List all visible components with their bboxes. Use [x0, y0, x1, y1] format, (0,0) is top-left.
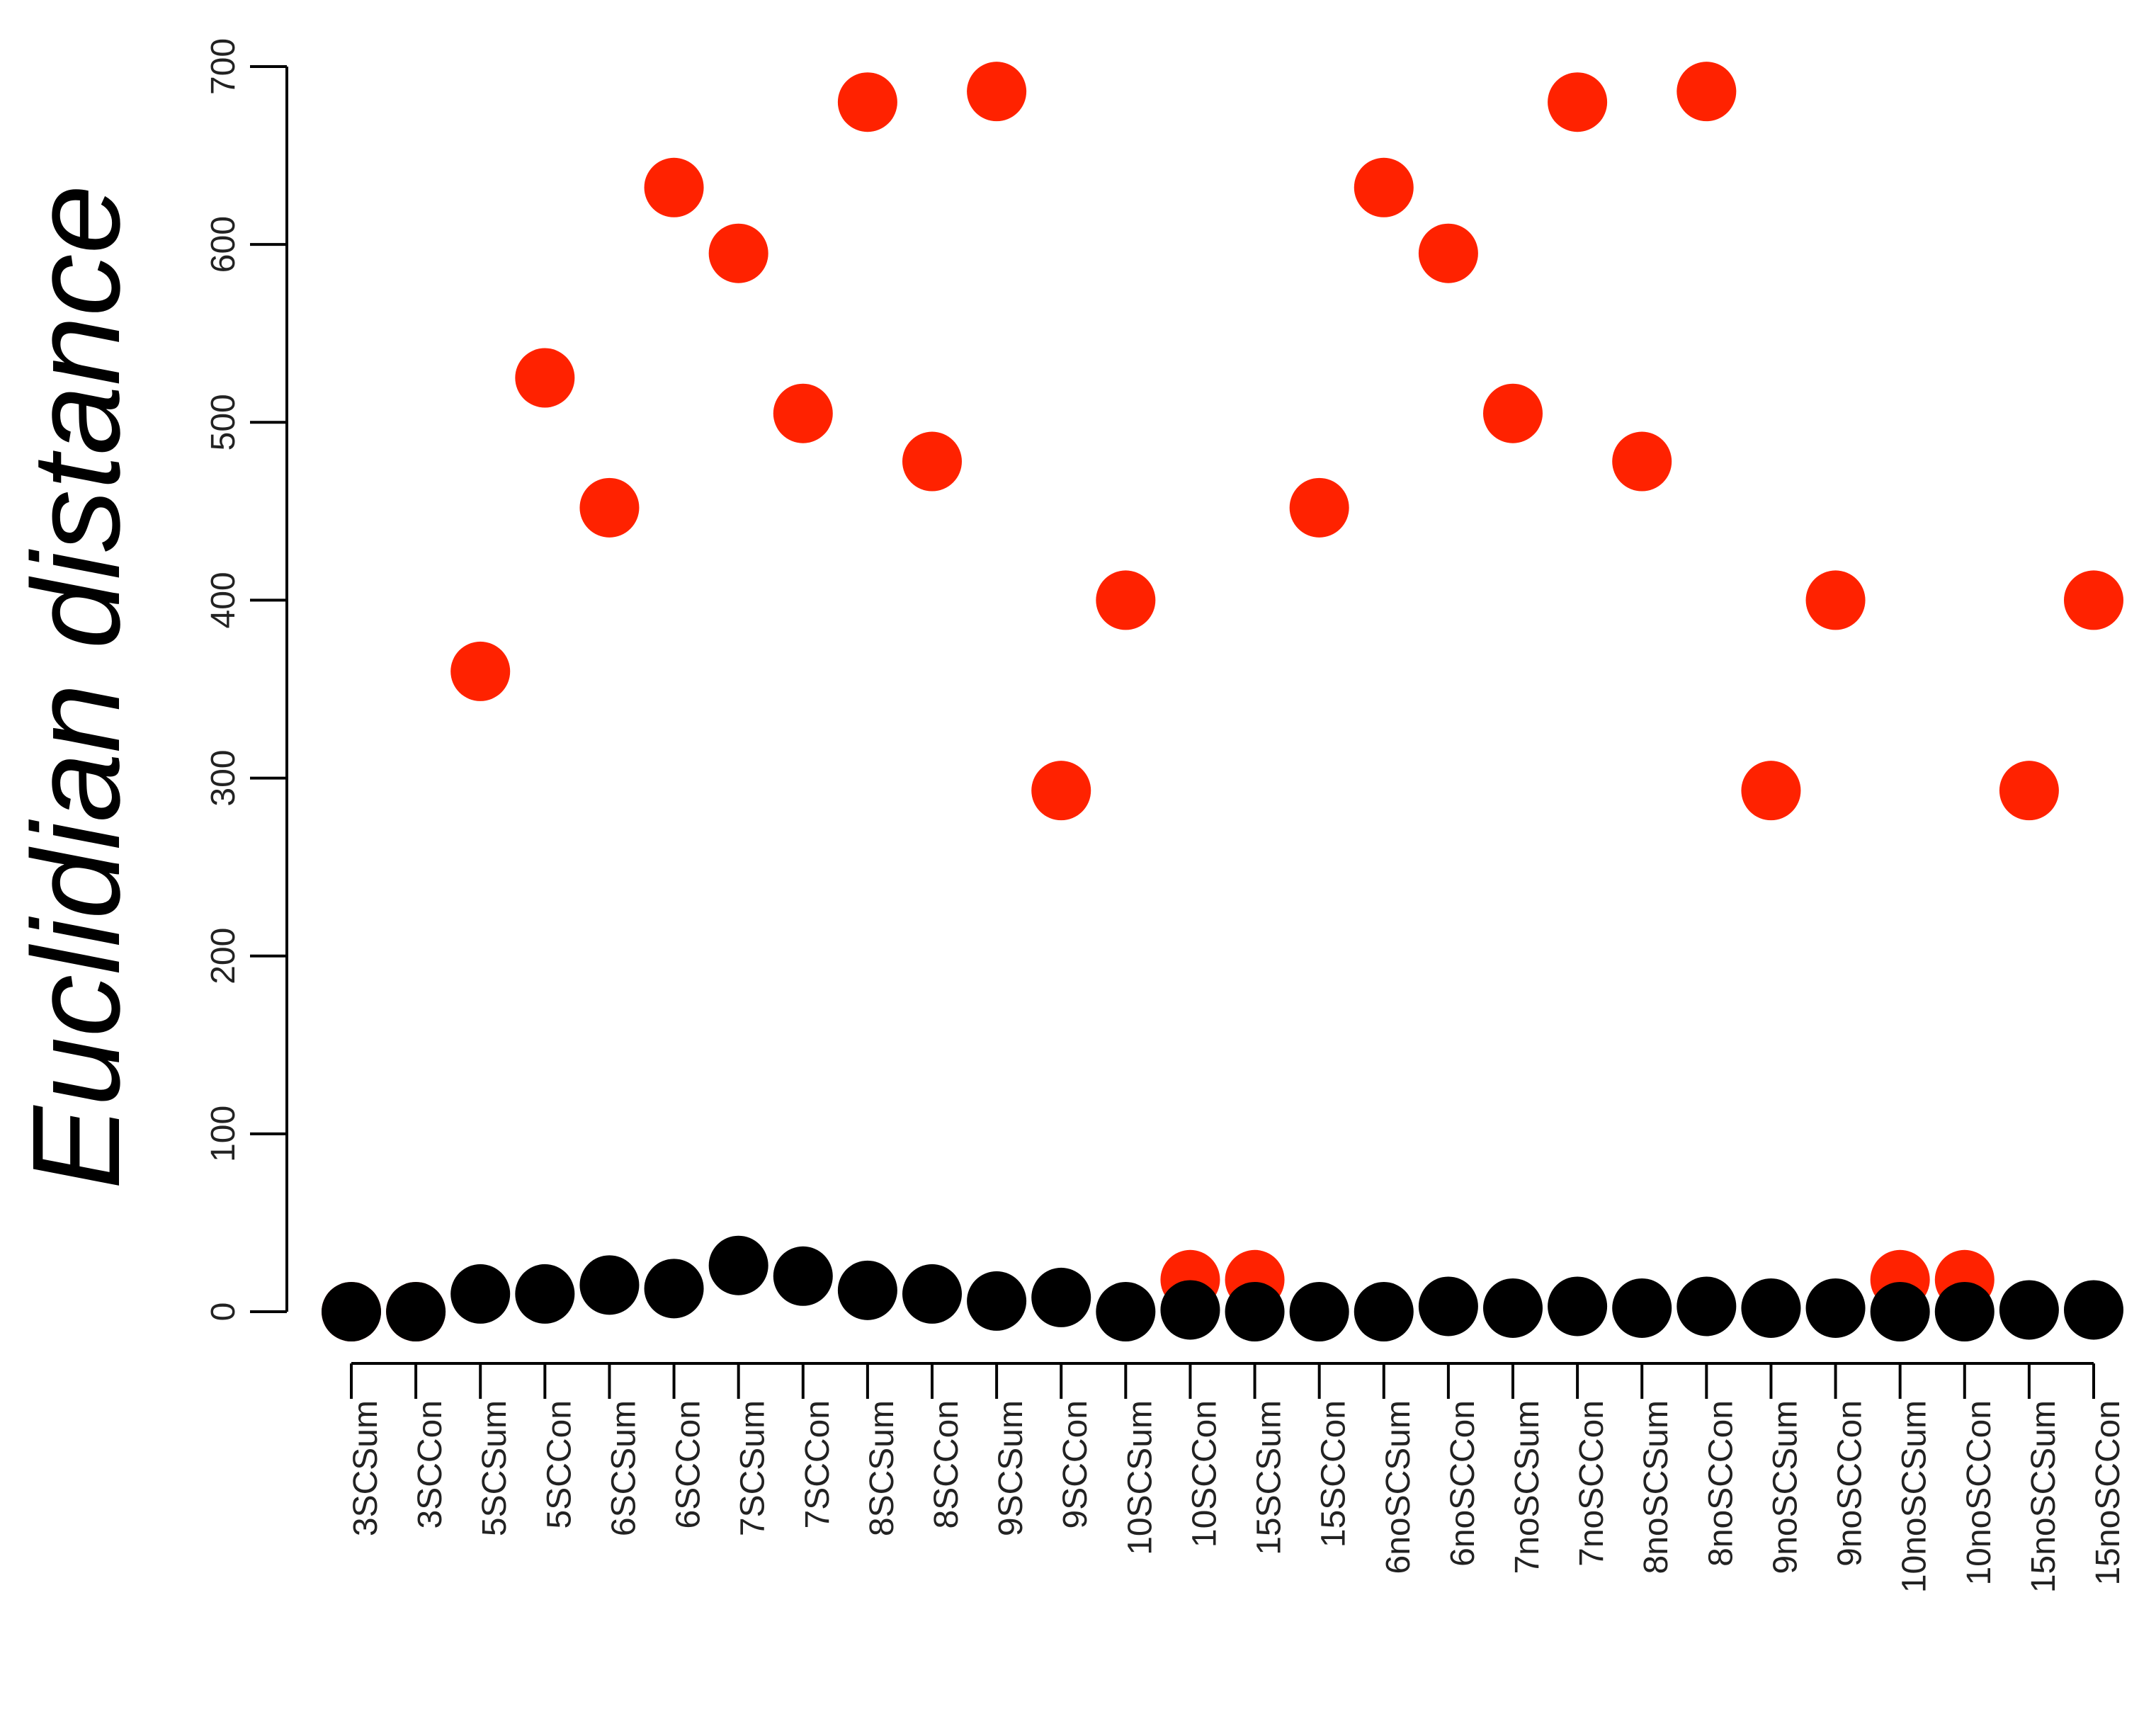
red-point-9noSCSum	[1741, 761, 1801, 821]
red-point-6noSCSum	[1354, 157, 1414, 217]
black-point-10noSCCon	[1934, 1282, 1995, 1341]
red-point-10SCSum	[1096, 570, 1156, 630]
x-tick-label: 6noSCCon	[1444, 1400, 1482, 1567]
black-point-3SCSum	[322, 1282, 381, 1341]
x-tick-label: 8SCCon	[928, 1400, 965, 1528]
x-tick-label: 9noSCCon	[1832, 1400, 1869, 1567]
red-point-9SCSum	[967, 62, 1027, 122]
black-point-6noSCSum	[1354, 1282, 1414, 1341]
black-point-10noSCSum	[1870, 1282, 1930, 1341]
y-axis-label: Euclidian distance	[7, 185, 146, 1190]
x-tick-label: 7noSCCon	[1573, 1400, 1611, 1567]
y-tick-label: 300	[205, 750, 242, 807]
black-point-7SCSum	[708, 1235, 768, 1295]
black-point-8SCSum	[837, 1260, 897, 1320]
red-point-9noSCCon	[1805, 570, 1866, 630]
black-point-10SCCon	[1160, 1280, 1220, 1340]
x-tick-label: 10SCCon	[1186, 1400, 1223, 1548]
x-tick-label: 15noSCSum	[2025, 1400, 2063, 1593]
x-tick-label: 9SCSum	[992, 1400, 1030, 1536]
x-tick-label: 3SCSum	[347, 1400, 385, 1536]
black-point-8noSCCon	[1676, 1276, 1737, 1336]
black-point-10SCSum	[1096, 1282, 1156, 1341]
x-tick-label: 10noSCSum	[1896, 1400, 1934, 1593]
y-tick-label: 0	[205, 1302, 242, 1322]
x-tick-label: 9SCCon	[1057, 1400, 1094, 1528]
red-point-7SCSum	[708, 223, 768, 283]
red-series	[322, 62, 2123, 1341]
red-point-7noSCCon	[1548, 72, 1608, 132]
black-point-15SCSum	[1225, 1282, 1285, 1341]
x-tick-label: 8noSCSum	[1638, 1400, 1675, 1574]
red-point-7noSCSum	[1483, 383, 1543, 443]
x-tick-label: 5SCSum	[476, 1400, 514, 1536]
black-point-6SCSum	[579, 1255, 640, 1315]
black-point-15noSCCon	[2064, 1280, 2123, 1340]
black-point-6noSCCon	[1418, 1276, 1478, 1336]
x-tick-label: 9noSCSum	[1766, 1400, 1804, 1574]
red-point-6noSCCon	[1418, 223, 1478, 283]
x-tick-label: 7SCCon	[799, 1400, 836, 1528]
x-tick-label: 8noSCCon	[1702, 1400, 1740, 1567]
x-tick-label: 5SCCon	[540, 1400, 578, 1528]
y-tick-label: 600	[205, 216, 242, 273]
x-tick-label: 15SCSum	[1251, 1400, 1288, 1555]
black-point-3SCCon	[386, 1282, 446, 1341]
x-tick-label: 7noSCSum	[1509, 1400, 1546, 1574]
black-point-9noSCSum	[1741, 1278, 1801, 1338]
red-point-8SCCon	[902, 431, 962, 492]
red-point-8noSCCon	[1676, 62, 1737, 122]
x-tick-label: 6SCCon	[670, 1400, 708, 1528]
black-point-8SCCon	[902, 1264, 962, 1324]
red-point-7SCCon	[773, 383, 833, 443]
red-point-15noSCCon	[2064, 570, 2123, 630]
black-point-7noSCCon	[1548, 1276, 1608, 1336]
black-point-5SCCon	[515, 1264, 575, 1324]
y-axis: 0 100 200 300 400 500 600 700	[205, 38, 288, 1322]
x-tick-label: 3SCCon	[412, 1400, 449, 1528]
x-tick-label: 15SCCon	[1315, 1400, 1353, 1548]
red-point-5SCCon	[515, 348, 575, 408]
red-point-8noSCSum	[1612, 431, 1672, 492]
black-series	[322, 1235, 2123, 1341]
x-axis: 3SCSum 3SCCon 5SCSum 5SCCon 6SCSum 6SCCon 7SCS…	[347, 1362, 2127, 1593]
black-point-9noSCCon	[1805, 1278, 1866, 1338]
red-point-9SCCon	[1031, 761, 1091, 821]
black-point-7noSCSum	[1483, 1278, 1543, 1338]
black-point-15noSCSum	[1999, 1280, 2059, 1340]
x-tick-label: 10SCSum	[1121, 1400, 1159, 1555]
black-point-9SCSum	[967, 1271, 1027, 1331]
red-point-6SCCon	[644, 157, 704, 217]
x-tick-label: 8SCSum	[863, 1400, 901, 1536]
red-point-5SCSum	[450, 641, 511, 701]
y-tick-label: 200	[205, 928, 242, 984]
red-point-8SCSum	[837, 72, 897, 132]
black-point-8noSCSum	[1612, 1278, 1672, 1338]
y-tick-label: 100	[205, 1106, 242, 1162]
black-point-5SCSum	[450, 1264, 511, 1324]
black-point-15SCCon	[1289, 1282, 1349, 1341]
x-tick-label: 10noSCCon	[1961, 1400, 1998, 1586]
x-tick-label: 15noSCCon	[2089, 1400, 2127, 1586]
black-point-7SCCon	[773, 1246, 833, 1306]
red-point-6SCSum	[579, 477, 640, 538]
x-tick-label: 7SCSum	[734, 1400, 772, 1536]
black-point-9SCCon	[1031, 1267, 1091, 1327]
x-tick-label: 6noSCSum	[1380, 1400, 1417, 1574]
black-point-6SCCon	[644, 1259, 704, 1319]
y-tick-label: 700	[205, 38, 242, 95]
y-tick-label: 400	[205, 572, 242, 628]
red-point-15noSCSum	[1999, 761, 2059, 821]
y-tick-label: 500	[205, 394, 242, 450]
red-point-15SCCon	[1289, 477, 1349, 538]
x-tick-label: 6SCSum	[605, 1400, 642, 1536]
